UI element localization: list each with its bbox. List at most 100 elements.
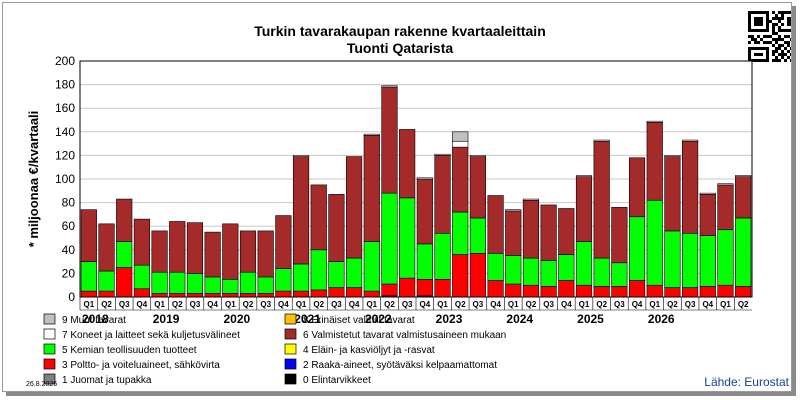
bar-segment — [735, 175, 752, 177]
qr-module — [751, 35, 754, 38]
bar-segment — [717, 183, 734, 186]
legend-label: 8 Erinäiset valmiit tavarat — [303, 315, 415, 326]
qr-module — [748, 14, 751, 17]
qr-module — [787, 20, 790, 23]
x-tick-label: Q2 — [596, 300, 607, 309]
bar-segment — [292, 263, 310, 292]
y-tick-label: 160 — [55, 101, 75, 115]
bar-segment — [257, 276, 274, 294]
qr-module — [760, 38, 763, 41]
bar-segment — [699, 194, 716, 236]
qr-module — [781, 44, 784, 47]
qr-module — [751, 38, 754, 41]
bar-segment — [363, 133, 380, 136]
qr-module — [754, 38, 757, 41]
qr-module — [748, 29, 751, 32]
bar-segment — [611, 286, 628, 298]
bar-segment — [169, 271, 186, 294]
x-tick-label: Q2 — [101, 300, 112, 309]
qr-module — [775, 41, 778, 44]
qr-module — [763, 47, 766, 50]
qr-module — [781, 56, 784, 59]
bar-segment — [469, 155, 486, 157]
x-tick-label: Q2 — [667, 300, 678, 309]
qr-module — [757, 23, 760, 26]
bar-segment — [682, 139, 699, 142]
qr-module — [778, 47, 781, 50]
bar-segment — [699, 235, 716, 287]
legend-swatch — [284, 358, 297, 370]
bar-segment — [133, 218, 150, 266]
qr-module — [763, 35, 766, 38]
y-tick-label: 80 — [62, 196, 76, 210]
qr-module — [748, 53, 751, 56]
qr-module — [781, 11, 784, 14]
qr-module — [757, 59, 760, 62]
qr-module — [760, 20, 763, 23]
bar-segment — [540, 286, 557, 298]
qr-module — [757, 35, 760, 38]
x-tick-label: Q4 — [632, 300, 643, 309]
bar-segment — [434, 278, 451, 298]
legend-label: 4 Eläin- ja kasviöljyt ja -rasvat — [303, 345, 435, 356]
qr-module — [778, 44, 781, 47]
x-tick-label: Q3 — [260, 300, 271, 309]
chart-frame: Turkin tavarakaupan rakenne kvartaaleitt… — [2, 2, 792, 392]
bar-segment — [664, 230, 681, 288]
bar-segment — [646, 122, 663, 201]
qr-module — [760, 53, 763, 56]
bar-segment — [363, 241, 380, 292]
bar-segment — [310, 184, 327, 251]
bar-segment — [717, 229, 734, 286]
qr-module — [778, 11, 781, 14]
qr-module — [775, 38, 778, 41]
qr-module — [769, 41, 772, 44]
bar-segment — [116, 267, 133, 298]
y-tick-label: 20 — [62, 266, 76, 280]
bar-segment — [186, 222, 204, 274]
qr-module — [781, 17, 784, 20]
bar-segment — [505, 209, 522, 212]
bar-segment — [575, 241, 593, 286]
bar-segment — [682, 232, 699, 288]
bar-segment — [116, 241, 133, 268]
bar-segment — [522, 257, 540, 286]
qr-module — [760, 11, 763, 14]
qr-module — [790, 53, 791, 56]
bar-segment — [522, 199, 540, 259]
bar-segment — [346, 156, 363, 259]
bar-segment — [169, 221, 186, 273]
x-tick-label: Q4 — [490, 300, 501, 309]
legend-label: 6 Valmistetut tavarat valmistusaineen mu… — [303, 330, 506, 341]
qr-module — [790, 47, 791, 50]
bar-segment — [664, 156, 681, 232]
bar-segment — [664, 287, 681, 298]
bar-segment — [469, 217, 486, 254]
chart: Turkin tavarakaupan rakenne kvartaaleitt… — [26, 9, 791, 389]
y-tick-label: 180 — [55, 78, 75, 92]
bar-segment — [646, 199, 663, 286]
x-tick-label: Q2 — [526, 300, 537, 309]
legend-label: 1 Juomat ja tupakka — [62, 375, 152, 386]
legend-swatch — [43, 343, 56, 355]
bar-segment — [328, 261, 345, 288]
qr-module — [772, 32, 775, 35]
bar-segment — [292, 290, 310, 298]
qr-module — [790, 17, 791, 20]
bar-segment — [628, 280, 646, 298]
qr-module — [754, 47, 757, 50]
y-tick-label: 0 — [68, 290, 75, 304]
bar-segment — [381, 86, 398, 194]
y-tick-label: 40 — [62, 243, 76, 257]
year-label: 2022 — [365, 312, 392, 326]
qr-module — [754, 53, 757, 56]
x-tick-label: Q4 — [349, 300, 360, 309]
bar-segment — [593, 286, 610, 298]
bar-segment — [452, 146, 469, 213]
qr-module — [787, 23, 790, 26]
qr-module — [766, 47, 769, 50]
bar-segment — [80, 209, 97, 262]
x-tick-label: Q3 — [543, 300, 554, 309]
qr-module — [778, 17, 781, 20]
bar-segment — [257, 230, 274, 278]
